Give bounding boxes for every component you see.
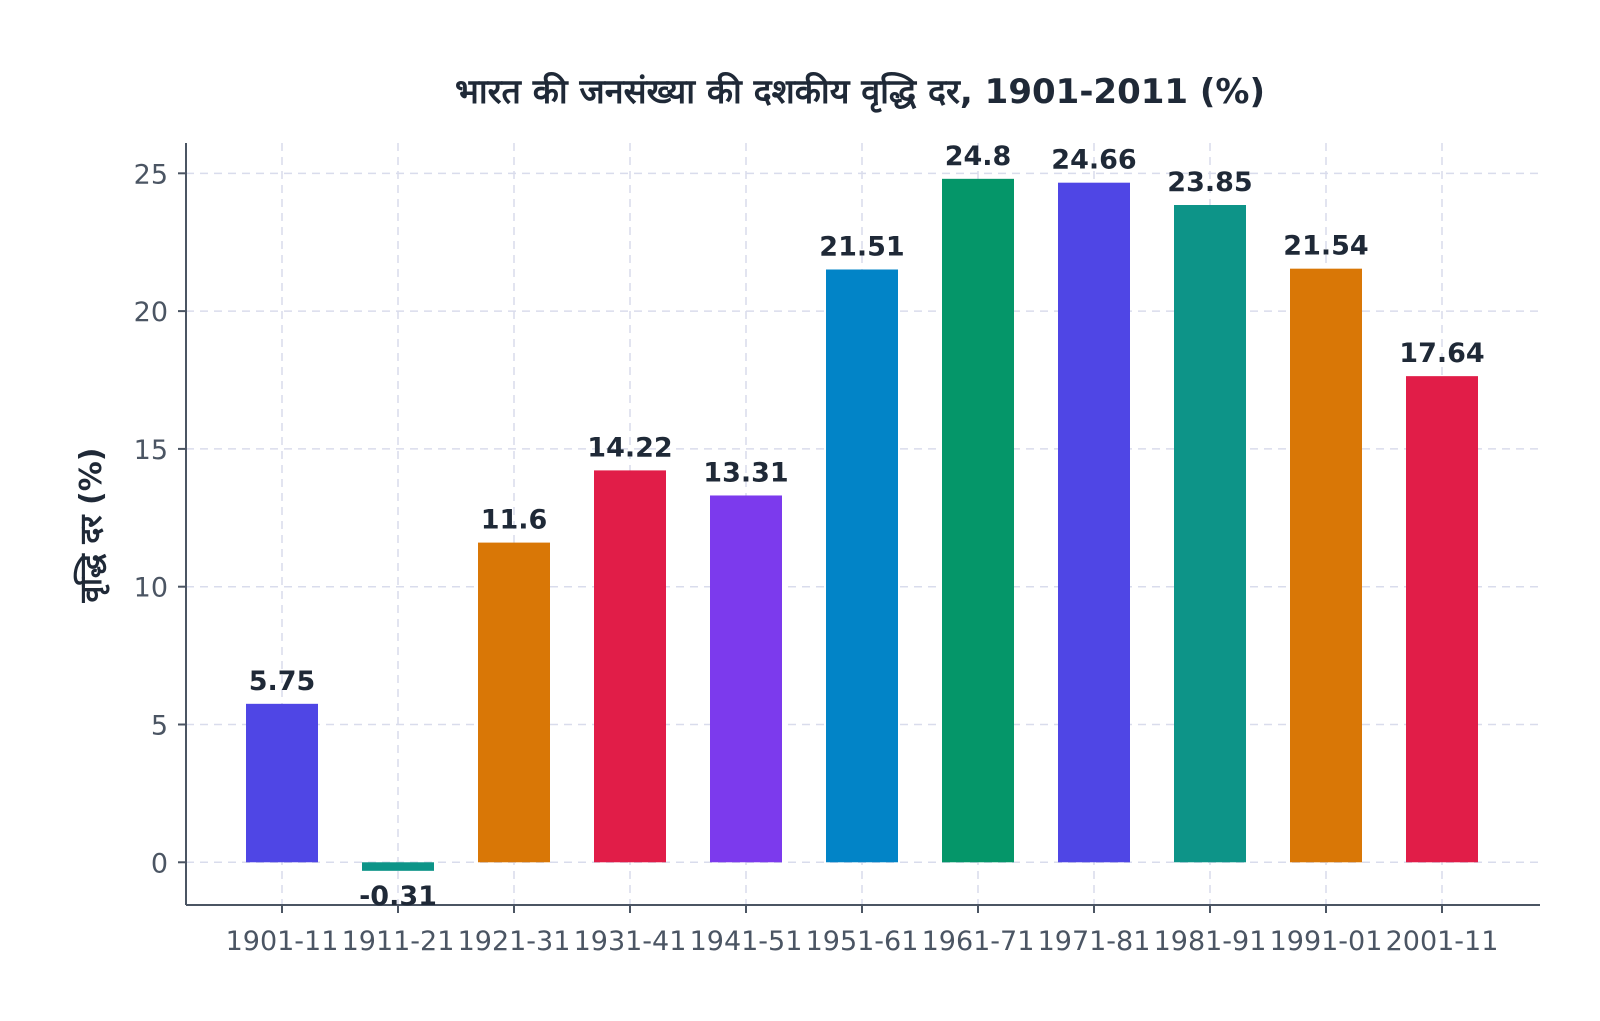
bar-1921-31 <box>478 542 550 863</box>
x-tick-label: 2001-11 <box>1386 926 1499 957</box>
y-tick-label: 5 <box>151 710 168 741</box>
x-tick-label: 1961-71 <box>922 926 1035 957</box>
bar-1991-01 <box>1290 268 1362 863</box>
x-tick-label: 1951-61 <box>806 926 919 957</box>
bar-1971-81 <box>1058 182 1130 863</box>
value-label-1991-01: 21.54 <box>1283 231 1368 262</box>
value-label-1941-51: 13.31 <box>703 457 788 488</box>
value-label-1921-31: 11.6 <box>481 505 548 536</box>
y-tick-label: 20 <box>134 297 168 328</box>
x-tick-label: 1941-51 <box>690 926 803 957</box>
x-tick-label: 1971-81 <box>1038 926 1151 957</box>
x-tick-label: 1901-11 <box>226 926 339 957</box>
bar-1911-21 <box>362 862 434 871</box>
bar-2001-11 <box>1406 376 1478 863</box>
axis-layer <box>185 143 1540 906</box>
bar-1941-51 <box>710 495 782 863</box>
value-label-1961-71: 24.8 <box>945 141 1012 172</box>
bar-1931-41 <box>594 470 666 863</box>
y-tick-label: 0 <box>151 848 168 879</box>
value-label-1901-11: 5.75 <box>249 666 316 697</box>
x-tick-label: 1981-91 <box>1154 926 1267 957</box>
bar-layer <box>246 178 1478 871</box>
value-label-1911-21: -0.31 <box>359 881 437 912</box>
value-label-1951-61: 21.51 <box>819 231 904 262</box>
bar-1901-11 <box>246 703 318 863</box>
value-label-1971-81: 24.66 <box>1051 145 1136 176</box>
x-tick-label: 1931-41 <box>574 926 687 957</box>
x-tick-label: 1991-01 <box>1270 926 1383 957</box>
label-layer: 0 5 10 15 20 25 1901-11 5.75 1911-21 -0.31 1921-31… <box>134 141 1499 957</box>
y-axis-label: वृद्धि दर (%) <box>73 448 110 604</box>
value-label-2001-11: 17.64 <box>1399 338 1484 369</box>
bar-1951-61 <box>826 269 898 863</box>
bar-1961-71 <box>942 178 1014 863</box>
bar-1981-91 <box>1174 205 1246 863</box>
y-tick-label: 10 <box>134 573 168 604</box>
value-label-1981-91: 23.85 <box>1167 167 1252 198</box>
chart-title: भारत की जनसंख्या की दशकीय वृद्धि दर, 190… <box>455 71 1265 113</box>
value-label-1931-41: 14.22 <box>587 432 672 463</box>
x-tick-label: 1921-31 <box>458 926 571 957</box>
y-tick-label: 25 <box>134 159 168 190</box>
y-tick-label: 15 <box>134 435 168 466</box>
x-tick-label: 1911-21 <box>342 926 455 957</box>
